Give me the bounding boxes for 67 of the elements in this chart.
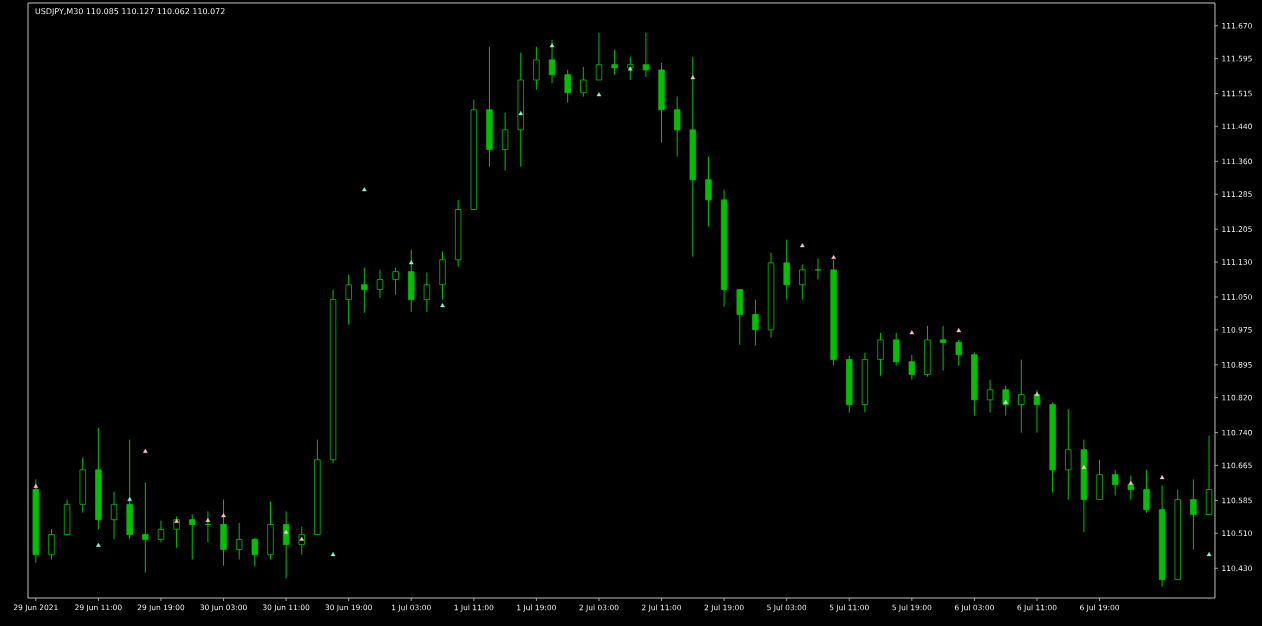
candlestick: [1111, 469, 1119, 497]
candlestick: [142, 482, 149, 574]
candlestick: [627, 56, 634, 81]
candlestick: [110, 491, 118, 540]
candlestick: [1127, 475, 1135, 501]
candlestick: [189, 513, 196, 560]
point: [690, 75, 696, 80]
candlestick: [705, 156, 712, 228]
candlestick: [282, 510, 290, 579]
candlestick: [235, 522, 243, 560]
candlestick: [642, 32, 650, 78]
candlestick: [548, 39, 556, 84]
candlestick: [673, 96, 681, 158]
candlestick: [251, 537, 259, 567]
point: [221, 513, 226, 518]
candlestick: [1190, 478, 1197, 550]
candlestick: [752, 299, 759, 347]
point: [1003, 399, 1008, 404]
point: [1081, 465, 1087, 470]
candlestick: [908, 354, 916, 381]
candlestick: [361, 267, 368, 314]
candlestick: [533, 46, 540, 91]
candlestick: [392, 267, 399, 296]
candlestick: [955, 339, 962, 367]
point: [440, 303, 445, 308]
point: [1034, 391, 1040, 396]
candlestick: [423, 272, 431, 313]
point: [299, 536, 305, 541]
candlestick: [1018, 359, 1025, 434]
point: [96, 542, 101, 547]
point: [283, 529, 289, 534]
candlestick: [783, 239, 790, 301]
candlestick: [595, 32, 603, 81]
point: [831, 255, 836, 260]
point: [330, 552, 336, 557]
point: [909, 330, 915, 335]
candlestick: [345, 274, 352, 326]
candlestick: [814, 258, 822, 280]
candlestick: [1143, 469, 1150, 514]
candlestick: [986, 379, 994, 413]
candlestick: [501, 112, 509, 172]
candlestick: [564, 69, 571, 104]
candlestick: [892, 332, 900, 367]
point: [1206, 552, 1212, 557]
point: [1128, 480, 1134, 485]
point: [956, 328, 962, 333]
point: [800, 243, 805, 248]
candlestick: [376, 269, 384, 299]
candlestick: [580, 66, 587, 98]
point: [408, 260, 414, 265]
point: [143, 448, 148, 453]
candlestick: [157, 520, 165, 543]
candlestick: [1065, 408, 1072, 501]
candlestick: [799, 264, 806, 301]
point: [362, 187, 367, 192]
point: [549, 43, 555, 48]
point: [518, 111, 524, 116]
point: [33, 483, 39, 488]
point: [1159, 475, 1165, 480]
point: [127, 496, 132, 501]
candlestick: [939, 325, 947, 371]
point: [205, 517, 211, 522]
point: [596, 92, 602, 97]
candlestick: [48, 528, 55, 560]
point: [174, 518, 179, 523]
candlestick: [611, 49, 618, 76]
candlestick: [877, 332, 884, 377]
